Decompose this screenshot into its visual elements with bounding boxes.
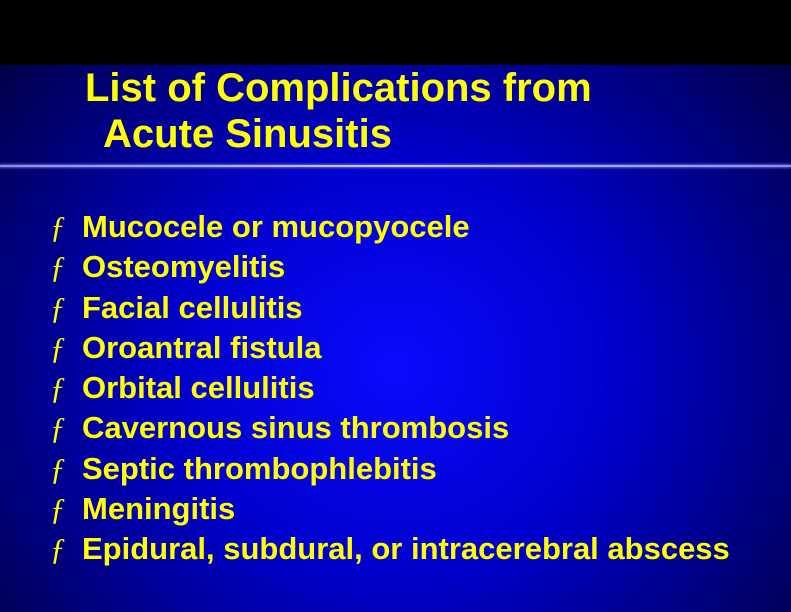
- item-text: Septic thrombophlebitis: [82, 449, 437, 489]
- list-item: ƒ Septic thrombophlebitis: [50, 449, 791, 489]
- slide-title: List of Complications from Acute Sinusit…: [85, 65, 791, 157]
- bullet-icon: ƒ: [50, 288, 70, 328]
- bullet-icon: ƒ: [50, 408, 70, 448]
- bullet-icon: ƒ: [50, 489, 70, 529]
- list-item: ƒ Mucocele or mucopyocele: [50, 207, 791, 247]
- content-area: ƒ Mucocele or mucopyocele ƒ Osteomyeliti…: [0, 182, 791, 570]
- title-line-2: Acute Sinusitis: [85, 112, 392, 156]
- list-item: ƒ Orbital cellulitis: [50, 368, 791, 408]
- bullet-icon: ƒ: [50, 207, 70, 247]
- item-text: Meningitis: [82, 489, 235, 529]
- bullet-icon: ƒ: [50, 529, 70, 569]
- item-text: Mucocele or mucopyocele: [82, 207, 470, 247]
- list-item: ƒ Cavernous sinus thrombosis: [50, 408, 791, 448]
- title-underline: [0, 165, 791, 167]
- title-line-1: List of Complications from: [85, 66, 592, 110]
- bullet-icon: ƒ: [50, 449, 70, 489]
- list-item: ƒ Epidural, subdural, or intracerebral a…: [50, 529, 791, 569]
- complications-list: ƒ Mucocele or mucopyocele ƒ Osteomyeliti…: [50, 207, 791, 570]
- item-text: Cavernous sinus thrombosis: [82, 408, 509, 448]
- bullet-icon: ƒ: [50, 368, 70, 408]
- list-item: ƒ Oroantral fistula: [50, 328, 791, 368]
- item-text: Osteomyelitis: [82, 247, 285, 287]
- item-text: Epidural, subdural, or intracerebral abs…: [82, 529, 730, 569]
- list-item: ƒ Meningitis: [50, 489, 791, 529]
- header-bar: [0, 0, 791, 65]
- bullet-icon: ƒ: [50, 328, 70, 368]
- list-item: ƒ Facial cellulitis: [50, 288, 791, 328]
- list-item: ƒ Osteomyelitis: [50, 247, 791, 287]
- item-text: Orbital cellulitis: [82, 368, 315, 408]
- bullet-icon: ƒ: [50, 247, 70, 287]
- title-area: List of Complications from Acute Sinusit…: [0, 65, 791, 182]
- item-text: Oroantral fistula: [82, 328, 321, 368]
- item-text: Facial cellulitis: [82, 288, 303, 328]
